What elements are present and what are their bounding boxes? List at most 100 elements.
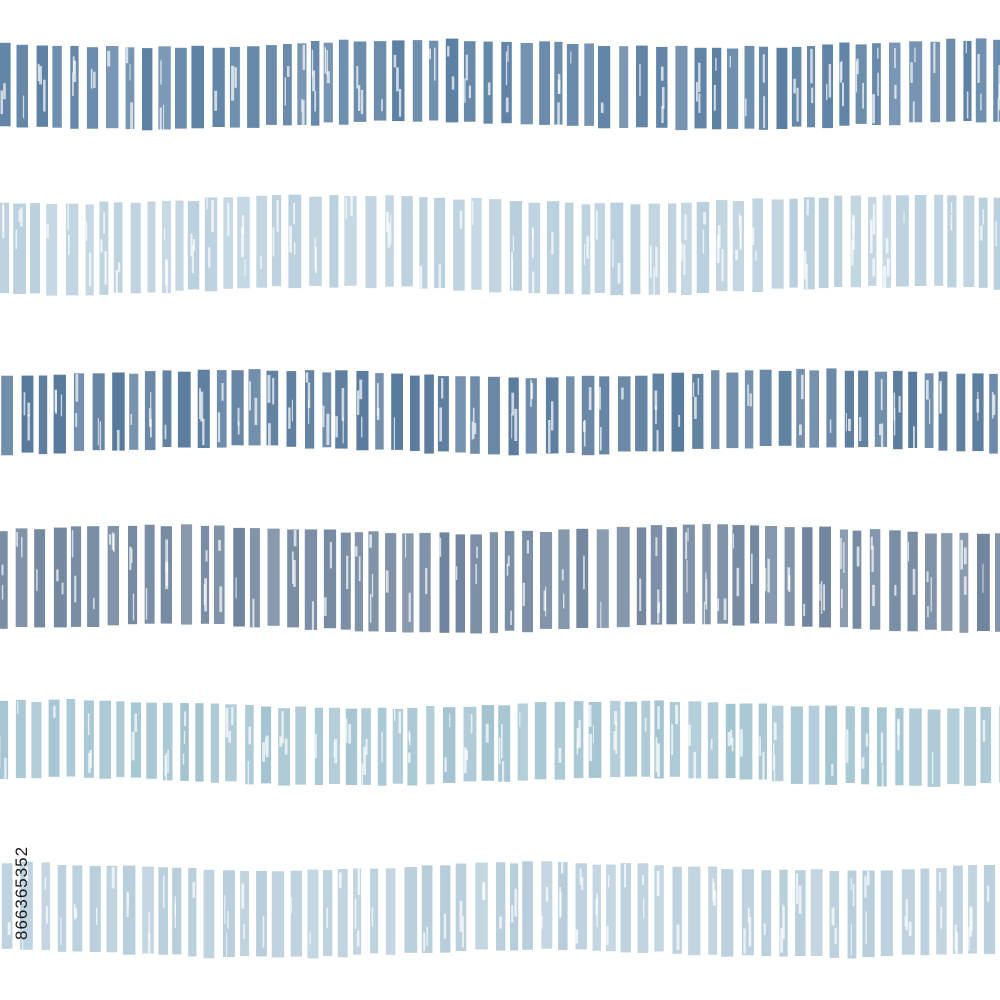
scratch [301, 98, 303, 113]
stripe [463, 706, 477, 782]
stripe [791, 46, 802, 127]
scratch [551, 231, 554, 255]
stripe [761, 870, 772, 957]
scratch [851, 215, 855, 250]
stripe [53, 374, 66, 454]
scratch [933, 42, 936, 74]
scratch [950, 202, 953, 213]
stripe [947, 708, 960, 785]
scratch [655, 737, 658, 773]
stripe [510, 863, 519, 951]
stripe [534, 702, 547, 780]
stripe [223, 197, 234, 289]
scratch [710, 738, 713, 750]
scratch [93, 71, 96, 88]
scratch [381, 731, 383, 763]
scratch [548, 420, 551, 453]
stripe [744, 45, 755, 129]
scratch [840, 537, 842, 569]
stripe [707, 702, 719, 779]
scratch [21, 892, 24, 904]
scratch [872, 204, 876, 235]
scratch [595, 210, 598, 240]
scratch [545, 886, 549, 902]
scratch [408, 752, 411, 763]
scratch [828, 64, 832, 98]
scratch [511, 260, 513, 295]
scratch [55, 390, 57, 414]
stripe [889, 530, 901, 632]
stripe [188, 868, 197, 957]
scratch [472, 407, 475, 439]
scratch [224, 894, 226, 925]
scratch [293, 530, 297, 547]
scratch [723, 598, 727, 620]
scratch [861, 757, 865, 769]
scratch [281, 710, 284, 744]
stripe [256, 195, 267, 288]
scratch [43, 79, 46, 112]
scratch [148, 933, 151, 967]
scratch [977, 54, 980, 83]
scratch [87, 713, 90, 735]
scratch [721, 249, 724, 282]
scratch [872, 584, 875, 606]
scratch [294, 242, 296, 255]
stripe [30, 203, 40, 294]
scratch [248, 726, 252, 745]
scratch [206, 198, 208, 210]
scratch [425, 568, 428, 594]
stripe [401, 196, 413, 287]
scratch [583, 421, 586, 432]
stripe [470, 376, 480, 454]
stripe [941, 533, 953, 631]
stripe [759, 46, 768, 130]
scratch [507, 45, 509, 62]
scratch [831, 907, 835, 926]
scratch [107, 50, 111, 67]
stripe [365, 196, 377, 289]
stripe [216, 370, 227, 448]
scratch [872, 94, 875, 124]
scratch [615, 721, 618, 754]
scratch [75, 908, 78, 919]
scratch [557, 102, 560, 137]
stripe [175, 47, 187, 129]
scratch [586, 236, 589, 259]
stripe [16, 44, 28, 128]
stripe [528, 202, 541, 294]
scratch [443, 913, 447, 939]
scratch [898, 396, 901, 413]
scratch [871, 545, 874, 572]
scratch [88, 752, 91, 773]
stripe [993, 39, 1000, 122]
scratch [324, 47, 327, 74]
scratch [579, 868, 582, 886]
scratch [684, 214, 687, 241]
scratch [831, 764, 834, 776]
stripe [930, 41, 941, 123]
scratch [796, 87, 799, 122]
scratch [386, 211, 389, 233]
stripe [204, 197, 218, 292]
scratch [979, 225, 983, 241]
stripe [245, 704, 254, 785]
scratch [819, 584, 821, 601]
stripe [314, 707, 323, 786]
stripe [434, 197, 446, 289]
scratch [127, 894, 129, 908]
stripe [819, 526, 831, 628]
stripe [850, 195, 861, 288]
scratch [73, 904, 76, 919]
stripe [947, 195, 957, 288]
scratch [703, 601, 705, 632]
scratch [72, 72, 74, 96]
stripe [200, 525, 210, 624]
stripe [978, 197, 988, 288]
stripe [162, 200, 171, 293]
stripe [391, 373, 403, 450]
scratch [53, 705, 56, 718]
scratch [532, 227, 534, 258]
stripe [225, 704, 237, 782]
scratch [225, 707, 229, 738]
